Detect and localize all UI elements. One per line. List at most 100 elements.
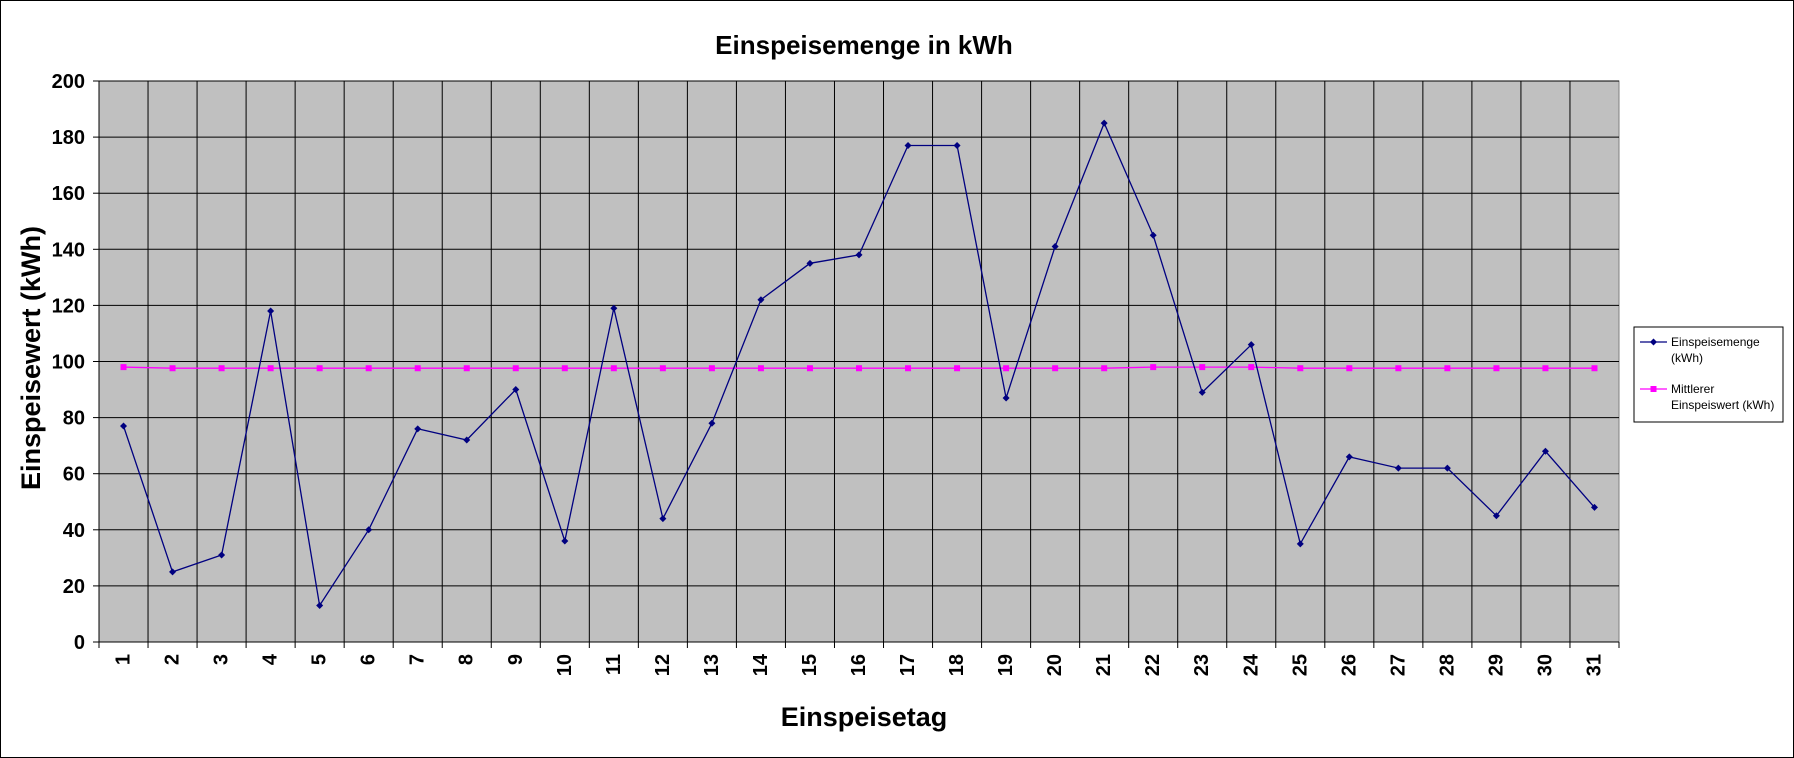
x-tick-label: 23	[1191, 654, 1213, 676]
x-tick-label: 5	[309, 654, 331, 665]
data-point	[463, 436, 471, 444]
y-tick-label: 160	[52, 183, 85, 205]
y-tick-label: 140	[52, 239, 85, 261]
data-point	[806, 365, 813, 372]
data-point	[1297, 365, 1304, 372]
chart-title: Einspeisemenge in kWh	[715, 30, 1013, 60]
x-tick-label: 19	[995, 654, 1017, 676]
data-point	[1444, 365, 1451, 372]
x-tick-label: 10	[554, 654, 576, 676]
data-point	[1493, 365, 1500, 372]
data-point	[169, 568, 177, 576]
legend: Einspeisemenge (kWh) Mittlerer Einspeiswert…	[1633, 326, 1784, 423]
data-point	[1100, 119, 1108, 127]
x-tick-label: 1	[113, 654, 135, 665]
data-point	[1394, 464, 1402, 472]
data-point	[1150, 364, 1157, 371]
data-point	[610, 365, 617, 372]
x-tick-label: 24	[1240, 653, 1262, 676]
data-point	[218, 551, 226, 559]
data-point	[904, 142, 912, 150]
data-point	[1101, 365, 1108, 372]
x-tick-label: 12	[652, 654, 674, 676]
data-point	[1492, 512, 1500, 520]
data-point	[1542, 365, 1549, 372]
x-tick-label: 14	[750, 653, 772, 676]
x-tick-label: 16	[848, 654, 870, 676]
x-tick-label: 11	[603, 654, 625, 675]
data-point	[561, 365, 568, 372]
y-tick-label: 200	[52, 71, 85, 93]
x-tick-label: 2	[162, 654, 184, 665]
series-layer	[120, 119, 1598, 610]
x-tick-label: 6	[358, 654, 380, 665]
data-point	[561, 537, 569, 545]
legend-swatch-marker	[1650, 338, 1657, 346]
y-tick-label: 100	[52, 352, 85, 374]
data-point	[806, 259, 814, 267]
data-point	[708, 365, 715, 372]
x-axis-ticks: 1 2 3 4 5 6 7 8 9 10 11 12 13 14 15 16 17 18 19 20 21 22 23 24 2…	[98, 641, 1620, 676]
data-point	[1591, 365, 1598, 372]
series-2	[120, 364, 1598, 372]
data-point	[365, 526, 373, 534]
data-point	[1346, 365, 1353, 372]
data-point	[1345, 453, 1353, 461]
x-axis-label: Einspeisetag	[781, 702, 948, 732]
data-point	[365, 365, 372, 372]
x-tick-label: 27	[1387, 654, 1409, 676]
legend-swatch-marker	[1650, 386, 1657, 392]
data-point	[267, 307, 275, 315]
data-point	[1296, 540, 1304, 548]
data-point	[1443, 464, 1451, 472]
data-point	[414, 365, 421, 372]
x-tick-label: 28	[1436, 654, 1458, 676]
data-point	[905, 365, 912, 372]
legend-box	[1633, 326, 1784, 423]
data-point	[169, 365, 176, 372]
y-tick-label: 60	[63, 464, 85, 486]
x-tick-label: 4	[260, 653, 282, 665]
legend-label: Einspeiswert (kWh)	[1671, 398, 1774, 412]
x-tick-label: 3	[211, 654, 233, 665]
data-point	[1248, 364, 1255, 371]
x-tick-label: 31	[1583, 654, 1605, 676]
x-tick-label: 18	[946, 654, 968, 676]
x-tick-label: 26	[1338, 654, 1360, 676]
data-point	[953, 142, 961, 150]
data-point	[1541, 447, 1549, 455]
data-point	[1247, 341, 1255, 349]
x-tick-label: 8	[456, 654, 478, 665]
data-point	[1002, 394, 1010, 402]
data-point	[659, 365, 666, 372]
data-point	[512, 365, 519, 372]
data-point	[855, 251, 863, 259]
y-axis-label: Einspeisewert (kWh)	[16, 226, 46, 490]
data-point	[120, 422, 128, 430]
x-tick-label: 17	[897, 654, 919, 676]
data-point	[120, 364, 127, 371]
y-tick-label: 80	[63, 408, 85, 430]
data-point	[512, 386, 520, 394]
y-tick-label: 120	[52, 295, 85, 317]
x-tick-label: 7	[407, 654, 429, 665]
data-point	[757, 365, 764, 372]
data-point	[610, 304, 618, 312]
data-point	[757, 296, 765, 304]
series-1	[120, 119, 1598, 610]
data-point	[856, 365, 862, 372]
data-point	[316, 365, 323, 372]
data-point	[954, 365, 961, 372]
y-tick-label: 0	[74, 632, 85, 654]
x-tick-label: 25	[1289, 654, 1311, 676]
y-axis-ticks: 0 20 40 60 80 100 120 140 160 180 200	[52, 71, 100, 654]
data-point	[267, 365, 274, 372]
x-tick-label: 13	[701, 654, 723, 676]
data-point	[316, 602, 324, 610]
data-point	[1003, 365, 1010, 372]
data-point	[1051, 242, 1059, 250]
x-tick-label: 21	[1093, 654, 1115, 676]
x-tick-label: 22	[1142, 654, 1164, 676]
data-point	[1198, 388, 1206, 396]
